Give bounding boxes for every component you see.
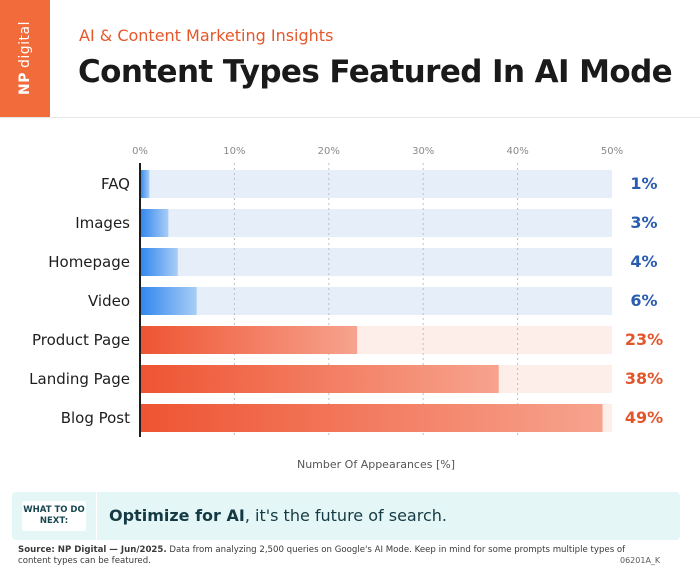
category-label: FAQ — [101, 175, 130, 193]
next-step-banner: WHAT TO DO NEXT: Optimize for AI, it's t… — [12, 492, 680, 540]
value-label: 38% — [625, 369, 663, 388]
brand-digital: digital — [17, 21, 33, 69]
bar-track — [140, 287, 612, 315]
next-step-tag: WHAT TO DO NEXT: — [22, 501, 86, 531]
bar-track — [140, 170, 612, 198]
brand-np: NP — [17, 72, 33, 95]
category-label: Landing Page — [29, 370, 130, 388]
next-step-bold: Optimize for AI — [109, 506, 245, 525]
next-step-divider — [96, 492, 97, 540]
category-label: Blog Post — [61, 409, 130, 427]
category-label: Homepage — [48, 253, 130, 271]
bar — [140, 365, 499, 393]
category-label: Images — [75, 214, 130, 232]
value-label: 1% — [630, 174, 657, 193]
bar — [140, 404, 603, 432]
source-note: Source: NP Digital — Jun/2025. Data from… — [18, 545, 628, 567]
brand-logo-text: NP digital — [17, 21, 33, 95]
page-subtitle: AI & Content Marketing Insights — [79, 26, 334, 45]
x-tick-label: 30% — [412, 146, 434, 157]
category-label: Video — [88, 292, 130, 310]
category-label: Product Page — [32, 331, 130, 349]
bar-chart: 0% 10% 20% 30% 40% 50% FAQ 1% Images 3% Homepage 4%… — [29, 146, 663, 471]
bar — [140, 287, 197, 315]
image-code: 06201A_K — [620, 556, 661, 565]
source-text: Data from analyzing 2,500 queries on Goo… — [18, 545, 626, 566]
header-divider — [0, 117, 700, 118]
bar — [140, 248, 178, 276]
brand-logo: NP digital — [0, 0, 50, 117]
value-label: 3% — [630, 213, 657, 232]
bar — [140, 209, 169, 237]
x-tick-label: 10% — [223, 146, 245, 157]
x-tick-label: 0% — [132, 146, 148, 157]
value-label: 4% — [630, 252, 657, 271]
x-tick-label: 50% — [601, 146, 623, 157]
bar — [140, 326, 358, 354]
x-axis-title: Number Of Appearances [%] — [297, 458, 455, 471]
x-tick-label: 20% — [318, 146, 340, 157]
next-step-rest: , it's the future of search. — [244, 506, 447, 525]
next-step-text: Optimize for AI, it's the future of sear… — [109, 506, 447, 525]
bar — [140, 170, 150, 198]
source-bold: Source: NP Digital — Jun/2025. — [18, 545, 167, 555]
value-label: 49% — [625, 408, 663, 427]
value-label: 6% — [630, 291, 657, 310]
bar-track — [140, 209, 612, 237]
x-tick-label: 40% — [506, 146, 528, 157]
page-title: Content Types Featured In AI Mode — [78, 54, 673, 90]
bar-track — [140, 248, 612, 276]
value-label: 23% — [625, 330, 663, 349]
